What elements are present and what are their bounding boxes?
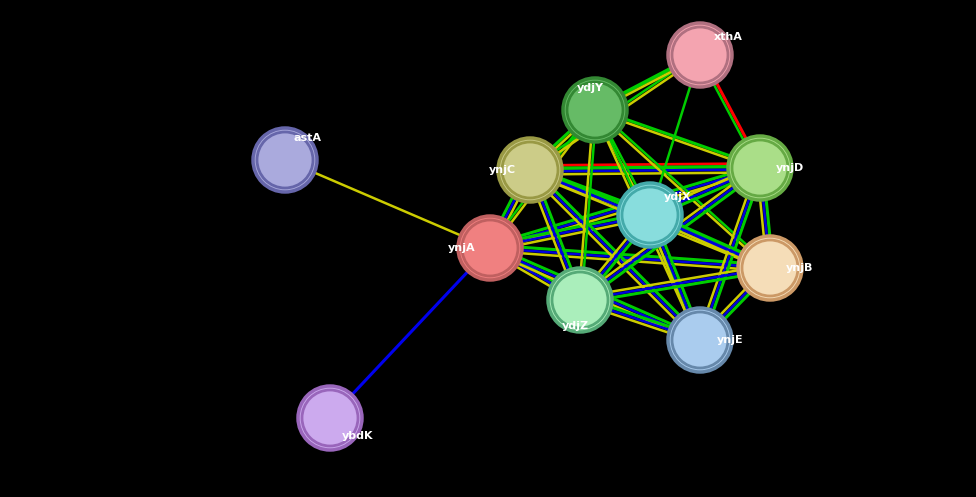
Circle shape <box>567 82 623 138</box>
Circle shape <box>302 390 358 446</box>
Circle shape <box>253 128 317 192</box>
Circle shape <box>672 312 728 368</box>
Circle shape <box>548 268 612 332</box>
Circle shape <box>622 187 678 243</box>
Circle shape <box>668 23 732 87</box>
Text: ynjC: ynjC <box>488 165 515 175</box>
Circle shape <box>732 140 788 196</box>
Text: ydjX: ydjX <box>665 192 692 202</box>
Circle shape <box>458 216 522 280</box>
Circle shape <box>462 220 518 276</box>
Text: ydjY: ydjY <box>577 83 603 93</box>
Text: astA: astA <box>293 133 321 143</box>
Circle shape <box>672 27 728 83</box>
Circle shape <box>563 78 627 142</box>
Circle shape <box>742 240 798 296</box>
Circle shape <box>668 308 732 372</box>
Text: xthA: xthA <box>713 32 743 42</box>
Text: ynjB: ynjB <box>787 263 814 273</box>
Circle shape <box>618 183 682 247</box>
Text: ydjZ: ydjZ <box>561 321 589 331</box>
Circle shape <box>728 136 792 200</box>
Circle shape <box>552 272 608 328</box>
Circle shape <box>257 132 313 188</box>
Text: ybdK: ybdK <box>343 431 374 441</box>
Circle shape <box>502 142 558 198</box>
Circle shape <box>298 386 362 450</box>
Text: ynjD: ynjD <box>776 163 804 173</box>
Circle shape <box>498 138 562 202</box>
Text: ynjE: ynjE <box>716 335 744 345</box>
Text: ynjA: ynjA <box>448 243 476 253</box>
Circle shape <box>738 236 802 300</box>
